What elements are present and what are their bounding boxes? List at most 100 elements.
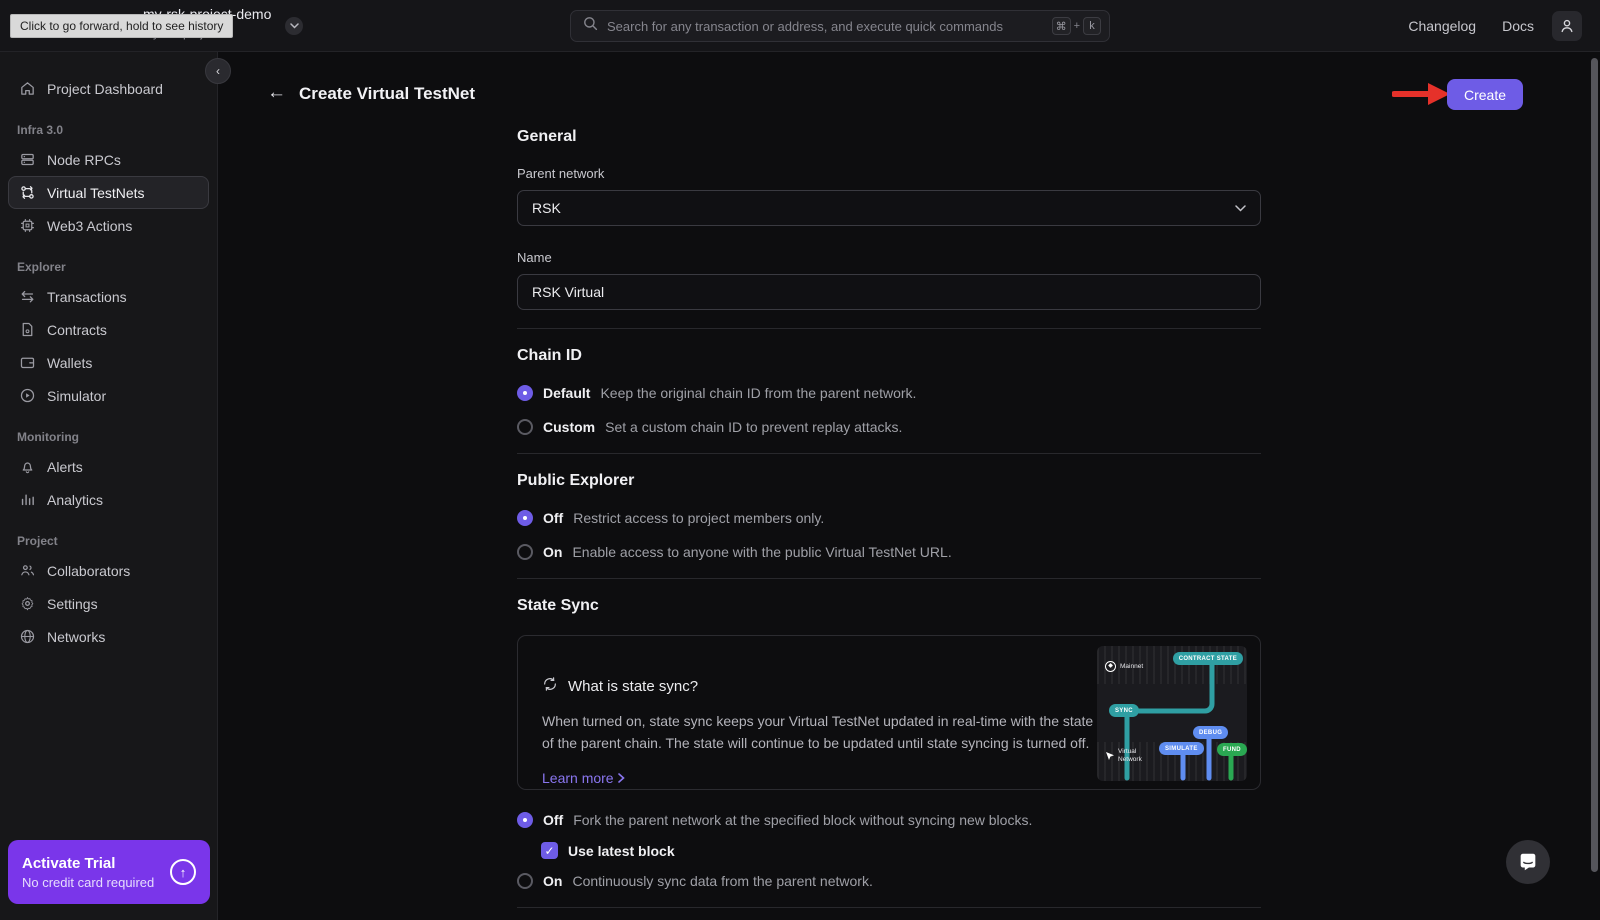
home-icon <box>18 80 36 98</box>
option-desc: Fork the parent network at the specified… <box>573 812 1033 828</box>
create-testnet-form: General Parent network RSK Name Chain ID… <box>517 128 1261 908</box>
sidebar-item-project-dashboard[interactable]: Project Dashboard <box>8 72 209 105</box>
sidebar-item-label: Virtual TestNets <box>47 184 145 201</box>
sidebar-item-label: Transactions <box>47 288 127 305</box>
sidebar: Project Dashboard Infra 3.0 Node RPCs Vi… <box>0 52 218 920</box>
sidebar-item-label: Wallets <box>47 354 93 371</box>
state-sync-illustration: CONTRACT STATE ◆ Mainnet SYNC DEBUG SIMU… <box>1097 646 1247 781</box>
learn-more-label: Learn more <box>542 770 614 787</box>
changelog-link[interactable]: Changelog <box>1408 18 1477 34</box>
sidebar-item-label: Contracts <box>47 321 107 338</box>
trial-subtitle: No credit card required <box>22 874 155 890</box>
sidebar-item-transactions[interactable]: Transactions <box>8 280 209 313</box>
use-latest-block-row[interactable]: ✓ Use latest block <box>541 842 1261 859</box>
project-chevron-down-icon[interactable] <box>285 17 303 35</box>
contract-document-icon <box>18 321 36 339</box>
sync-badge: SYNC <box>1109 704 1139 717</box>
chain-id-heading: Chain ID <box>517 347 582 364</box>
sidebar-section-project: Project <box>17 534 58 548</box>
contract-state-badge: CONTRACT STATE <box>1172 652 1243 665</box>
docs-link[interactable]: Docs <box>1502 18 1534 34</box>
radio-icon[interactable] <box>517 873 533 889</box>
general-heading: General <box>517 128 577 145</box>
sidebar-item-settings[interactable]: Settings <box>8 587 209 620</box>
learn-more-link[interactable]: Learn more <box>542 770 625 786</box>
chat-bubble-button[interactable] <box>1506 840 1550 884</box>
global-search[interactable]: ⌘ + k <box>570 10 1110 42</box>
cursor-icon <box>1106 751 1114 760</box>
radio-selected-icon[interactable] <box>517 812 533 828</box>
chevron-down-icon <box>1235 204 1246 212</box>
chat-bubble-icon <box>1520 853 1536 871</box>
chain-id-option-default[interactable]: Default Keep the original chain ID from … <box>517 385 1261 401</box>
sidebar-item-virtual-testnets[interactable]: Virtual TestNets <box>8 176 209 209</box>
name-input[interactable] <box>532 284 1246 300</box>
radio-icon[interactable] <box>517 419 533 435</box>
sidebar-item-analytics[interactable]: Analytics <box>8 483 209 516</box>
sidebar-item-wallets[interactable]: Wallets <box>8 346 209 379</box>
back-arrow-icon[interactable]: ← <box>267 82 286 103</box>
sidebar-collapse-button[interactable]: ‹ <box>205 58 231 84</box>
account-button[interactable] <box>1552 11 1582 41</box>
divider <box>517 453 1261 454</box>
sidebar-item-contracts[interactable]: Contracts <box>8 313 209 346</box>
sidebar-item-simulator[interactable]: Simulator <box>8 379 209 412</box>
public-explorer-option-on[interactable]: On Enable access to anyone with the publ… <box>517 544 1261 560</box>
server-icon <box>18 151 36 169</box>
fund-badge: FUND <box>1217 743 1247 756</box>
parent-network-label: Parent network <box>517 166 605 181</box>
option-label: Off <box>543 812 564 828</box>
radio-selected-icon[interactable] <box>517 510 533 526</box>
option-desc: Continuously sync data from the parent n… <box>572 873 873 889</box>
option-label: Default <box>543 385 591 401</box>
name-label: Name <box>517 250 552 265</box>
arrow-up-circle-icon: ↑ <box>170 859 196 885</box>
option-desc: Keep the original chain ID from the pare… <box>600 385 917 401</box>
virtual-network-label: Virtual Network <box>1118 748 1142 763</box>
checkbox-checked-icon[interactable]: ✓ <box>541 842 558 859</box>
parent-network-select[interactable]: RSK <box>517 190 1261 226</box>
people-icon <box>18 562 36 580</box>
activate-trial-card[interactable]: Activate Trial No credit card required ↑ <box>8 840 210 904</box>
sidebar-item-alerts[interactable]: Alerts <box>8 450 209 483</box>
parent-network-value: RSK <box>532 200 561 216</box>
sidebar-item-label: Settings <box>47 595 98 612</box>
virtual-network-node: Virtual Network <box>1105 748 1151 764</box>
radio-icon[interactable] <box>517 544 533 560</box>
gear-icon <box>18 595 36 613</box>
search-input[interactable] <box>607 18 1052 34</box>
public-explorer-heading: Public Explorer <box>517 472 635 489</box>
divider <box>517 328 1261 329</box>
search-shortcut: ⌘ + k <box>1051 17 1101 35</box>
sidebar-item-label: Node RPCs <box>47 151 121 168</box>
bar-chart-icon <box>18 491 36 509</box>
state-sync-info-card: What is state sync? When turned on, stat… <box>517 635 1261 790</box>
annotation-red-arrow <box>1392 83 1450 105</box>
sidebar-item-collaborators[interactable]: Collaborators <box>8 554 209 587</box>
option-desc: Set a custom chain ID to prevent replay … <box>605 419 903 435</box>
sidebar-item-label: Networks <box>47 628 106 645</box>
chain-id-option-custom[interactable]: Custom Set a custom chain ID to prevent … <box>517 419 1261 435</box>
radio-selected-icon[interactable] <box>517 385 533 401</box>
state-sync-option-on[interactable]: On Continuously sync data from the paren… <box>517 873 1261 889</box>
public-explorer-option-off[interactable]: Off Restrict access to project members o… <box>517 510 1261 526</box>
sync-card-title: What is state sync? <box>568 678 699 695</box>
scrollbar-thumb[interactable] <box>1591 58 1598 872</box>
person-icon <box>1561 19 1573 33</box>
debug-badge: DEBUG <box>1193 726 1229 739</box>
sidebar-item-networks[interactable]: Networks <box>8 620 209 653</box>
page-title: Create Virtual TestNet <box>299 84 476 103</box>
top-bar: my-rsk-project-demo my-rsk-project ⌘ + k… <box>0 0 1600 52</box>
sidebar-item-label: Alerts <box>47 458 83 475</box>
sidebar-item-node-rpcs[interactable]: Node RPCs <box>8 143 209 176</box>
option-label: Custom <box>543 419 596 435</box>
state-sync-option-off[interactable]: Off Fork the parent network at the speci… <box>517 812 1261 828</box>
checkbox-label: Use latest block <box>568 842 675 859</box>
sidebar-section-infra: Infra 3.0 <box>17 123 64 137</box>
sidebar-item-label: Simulator <box>47 387 107 404</box>
create-button[interactable]: Create <box>1446 79 1523 110</box>
transactions-icon <box>18 288 36 306</box>
sidebar-item-web3-actions[interactable]: Web3 Actions <box>8 209 209 242</box>
option-label: On <box>543 873 563 889</box>
chip-icon <box>18 217 36 235</box>
